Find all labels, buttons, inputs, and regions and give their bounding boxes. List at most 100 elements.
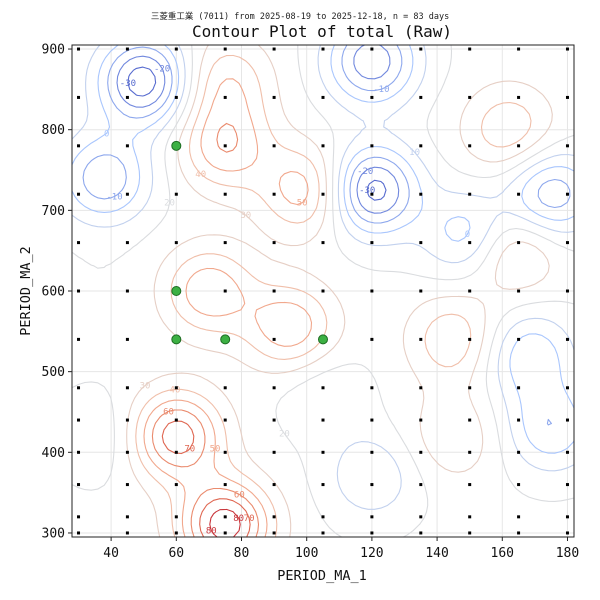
sample-point [468, 337, 472, 341]
sample-point [321, 95, 325, 99]
sample-point [565, 337, 569, 341]
contour-level-label: 50 [210, 445, 221, 455]
sample-point [370, 450, 374, 454]
sample-point [468, 47, 472, 51]
sample-point [125, 386, 129, 390]
contour-level-label: 20 [164, 199, 175, 209]
sample-point [468, 241, 472, 245]
sample-point [272, 241, 276, 245]
sample-point [174, 418, 178, 422]
sample-point [565, 241, 569, 245]
contour-line [116, 44, 400, 214]
sample-point [419, 337, 423, 341]
y-tick-label: 300 [42, 526, 65, 541]
sample-point [174, 450, 178, 454]
sample-point [419, 515, 423, 519]
contour-line [82, 44, 571, 426]
sample-point [565, 192, 569, 196]
sample-point [419, 47, 423, 51]
sample-point [468, 531, 472, 535]
sample-point [370, 531, 374, 535]
sample-point [223, 531, 227, 535]
sample-point [419, 483, 423, 487]
sample-point [468, 289, 472, 293]
sample-point [272, 289, 276, 293]
sample-point [174, 515, 178, 519]
sample-point [125, 337, 129, 341]
contour-level-label: 0 [104, 129, 109, 139]
sample-point [272, 47, 276, 51]
sample-point [77, 192, 81, 196]
contour-lines [71, 44, 575, 538]
sample-point [321, 289, 325, 293]
contour-level-label: 80 [206, 527, 217, 537]
sample-point [272, 483, 276, 487]
x-tick-label: 40 [103, 546, 119, 561]
contour-level-label: 20 [279, 430, 290, 440]
contour-line [161, 420, 251, 538]
x-tick-label: 80 [234, 546, 250, 561]
sample-point [370, 515, 374, 519]
sample-point [468, 144, 472, 148]
x-tick-label: 160 [491, 546, 514, 561]
sample-point [125, 289, 129, 293]
sample-point [517, 241, 521, 245]
sample-point [77, 241, 81, 245]
contour-line [126, 44, 553, 538]
best-point [171, 140, 182, 151]
sample-point [419, 95, 423, 99]
sample-point [468, 450, 472, 454]
contour-level-label: 70 [244, 514, 255, 524]
contour-line [151, 122, 260, 538]
contour-level-label: 30 [240, 211, 251, 221]
sample-point [370, 144, 374, 148]
sample-point [272, 95, 276, 99]
contour-level-label: -10 [106, 192, 122, 202]
chart-subtitle: 三菱重工業 (7011) from 2025-08-19 to 2025-12-… [151, 11, 449, 22]
sample-point [517, 192, 521, 196]
sample-point [321, 144, 325, 148]
sample-point [419, 418, 423, 422]
sample-point [565, 47, 569, 51]
sample-point [223, 192, 227, 196]
sample-point [370, 95, 374, 99]
contour-level-label: 80 [233, 514, 244, 524]
sample-point [321, 483, 325, 487]
contour-level-label: 40 [195, 170, 206, 180]
sample-point [77, 515, 81, 519]
x-tick-label: 180 [556, 546, 579, 561]
x-tick-label: 100 [295, 546, 318, 561]
sample-point [517, 386, 521, 390]
sample-point [77, 95, 81, 99]
sample-point [321, 515, 325, 519]
contour-labels: -30 -30 -20 -20 -10 -10 0 0 10 20 20 30 30 40 40 50 50 60… [104, 64, 470, 536]
sample-point [272, 192, 276, 196]
sample-point [517, 337, 521, 341]
contour-level-label: 70 [184, 445, 195, 455]
sample-point [223, 95, 227, 99]
sample-point [223, 483, 227, 487]
sample-point [419, 531, 423, 535]
sample-point [223, 144, 227, 148]
sample-point [321, 192, 325, 196]
sample-point [272, 515, 276, 519]
sample-point [125, 95, 129, 99]
sample-point [125, 47, 129, 51]
sample-point [370, 418, 374, 422]
sample-point [370, 47, 374, 51]
sample-point [272, 386, 276, 390]
sample-point [77, 531, 81, 535]
best-points [171, 140, 328, 345]
contour-line [71, 44, 575, 510]
sample-point [125, 241, 129, 245]
sample-point [125, 515, 129, 519]
contour-level-label: 60 [234, 490, 245, 500]
contour-level-label: -30 [359, 186, 375, 196]
sample-point [125, 483, 129, 487]
x-tick-label: 120 [360, 546, 383, 561]
sample-point [223, 515, 227, 519]
sample-point [321, 531, 325, 535]
sample-point [272, 418, 276, 422]
sample-point [419, 289, 423, 293]
